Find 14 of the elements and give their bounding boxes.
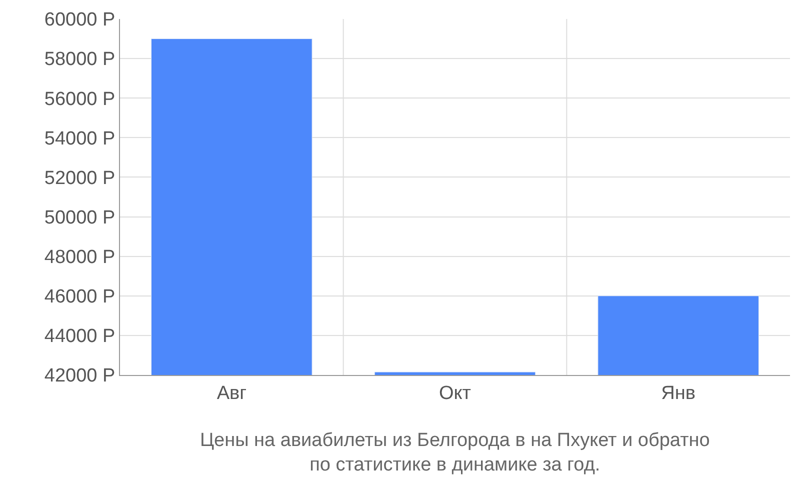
y-tick-label: 48000 Р [44, 246, 116, 268]
x-tick-label: Янв [661, 382, 696, 404]
x-tick-label: Авг [216, 382, 247, 404]
x-tick-label: Окт [438, 382, 472, 404]
text: Цены на авиабилеты из Белгорода в на Пхукет и обратно по статистике в динамике за год. [200, 430, 710, 476]
y-tick-label: 50000 Р [44, 207, 116, 228]
y-tick-label: 52000 Р [44, 168, 116, 189]
y-tick-label: 54000 Р [44, 128, 116, 150]
y-tick-label: 44000 Р [44, 326, 116, 348]
y-tick-label: 56000 Р [44, 88, 116, 110]
y-tick-label: 42000 Р [44, 366, 116, 387]
y-tick-label: 58000 Р [44, 49, 116, 70]
y-tick-label: 46000 Р [44, 286, 116, 308]
y-tick-label: 60000 Р [44, 10, 116, 31]
